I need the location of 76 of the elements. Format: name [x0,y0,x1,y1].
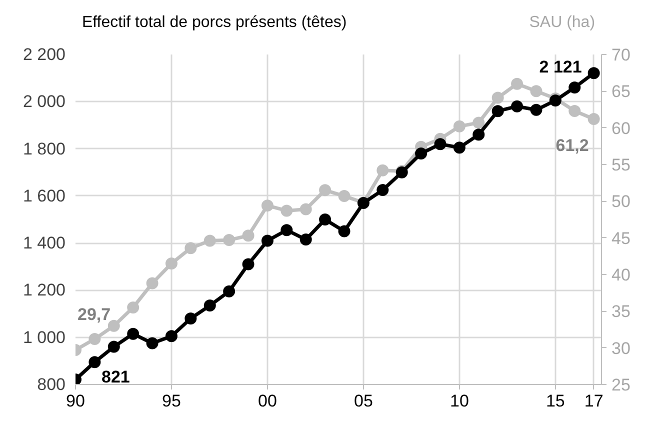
point [319,184,332,196]
point [88,356,101,368]
point [108,340,120,353]
point [223,234,236,246]
y2-axis-title: SAU (ha) [529,14,596,31]
point [568,104,581,117]
y2-tick-label: 25 [612,376,630,394]
point [434,138,446,150]
point [511,78,524,90]
point [127,328,140,340]
x-tick-label: 05 [354,392,373,410]
y-tick-label: 1 600 [22,186,66,206]
point [223,285,236,298]
point [300,203,312,216]
point [242,258,254,270]
point [568,82,581,94]
point [146,337,158,350]
x-tick-label: 95 [162,392,181,410]
point [338,190,350,202]
point [492,92,504,104]
y-tick-label: 800 [37,375,66,394]
y-tick-label: 1 000 [22,328,66,347]
point [165,258,178,270]
point [300,234,312,246]
y-tick-label: 2 200 [22,45,66,64]
point [338,225,350,238]
data-label: 2 121 [539,58,582,77]
point [376,164,389,176]
point [453,142,466,154]
y2-tick-label: 35 [612,302,630,322]
point [588,67,600,80]
point [146,277,158,290]
point [184,312,197,324]
x-tick-label: 17 [584,392,604,410]
point [472,128,485,141]
y2-tick-label: 40 [612,266,630,284]
x-tick-label: 00 [258,392,277,410]
point [88,333,101,346]
point [319,214,332,226]
y2-tick-label: 50 [612,192,630,212]
point [242,230,254,242]
y2-tick-label: 45 [612,228,630,248]
x-tick-label: 10 [450,392,469,410]
y2-tick-label: 30 [612,338,630,358]
y-tick-label: 1 400 [22,234,66,253]
point [492,105,504,118]
point [165,330,178,342]
point [280,224,293,236]
x-tick-label: 90 [66,392,85,410]
point [511,100,524,112]
y-tick-label: 2 000 [22,92,66,112]
point [588,113,600,126]
point [453,120,466,132]
data-label: 29,7 [78,305,111,324]
data-label: 821 [102,368,130,387]
point [472,116,485,129]
point [204,300,216,312]
point [530,85,542,98]
y-axis-title: Effectif total de porcs présents (têtes) [82,14,347,31]
x-tick-label: 15 [546,392,565,410]
point [261,200,274,212]
y-tick-label: 1 800 [22,139,66,158]
y2-tick-label: 55 [612,156,630,174]
point [127,302,140,314]
y2-tick-label: 70 [612,46,630,64]
point [204,234,216,247]
point [261,234,274,247]
y2-tick-label: 60 [612,118,630,138]
y2-tick-label: 65 [612,82,630,102]
point [415,148,428,160]
y-tick-label: 1 200 [22,280,66,300]
point [280,204,293,217]
point [184,242,197,254]
point [376,184,389,196]
point [530,104,542,116]
data-label: 61,2 [556,136,589,156]
